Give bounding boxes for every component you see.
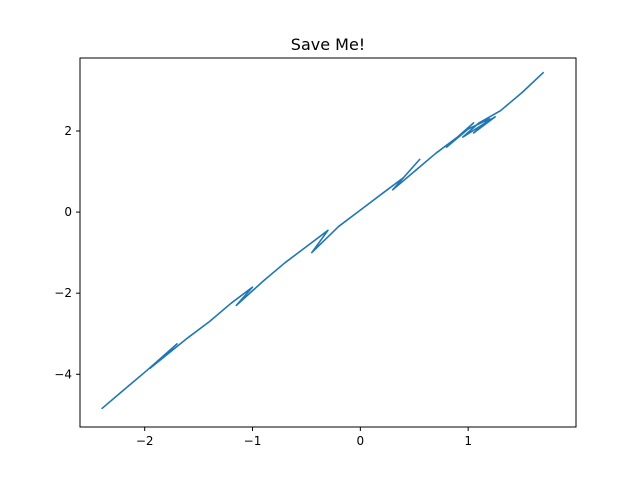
y-tick-label: −4	[54, 367, 72, 381]
x-tick-label: 1	[464, 434, 472, 448]
y-tick-label: −2	[54, 286, 72, 300]
series-line-0	[101, 71, 545, 410]
axes-frame	[79, 57, 577, 428]
x-tick-label: −1	[244, 434, 262, 448]
y-tick-label: 2	[64, 124, 72, 138]
chart-title: Save Me!	[291, 35, 365, 54]
plot-area	[101, 71, 545, 410]
y-tick-label: 0	[64, 205, 72, 219]
x-tick-label: −2	[136, 434, 154, 448]
y-axis: −4 −2 0 2	[54, 124, 80, 381]
x-axis: −2 −1 0 1	[136, 427, 472, 448]
x-tick-label: 0	[357, 434, 365, 448]
